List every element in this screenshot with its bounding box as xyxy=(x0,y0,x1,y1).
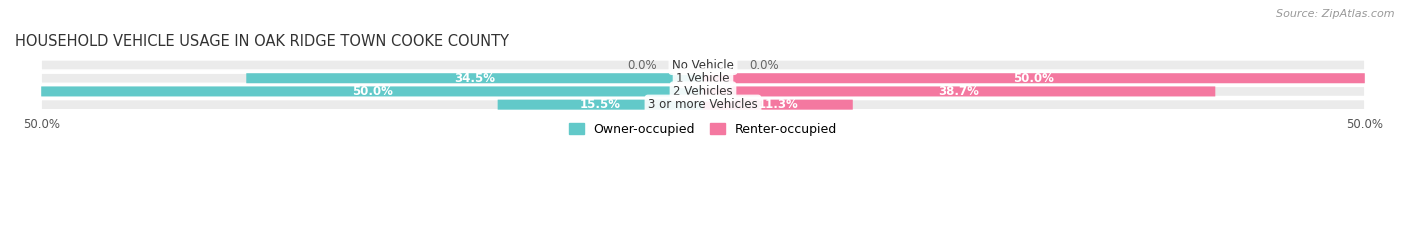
FancyBboxPatch shape xyxy=(703,73,1365,83)
Text: 3 or more Vehicles: 3 or more Vehicles xyxy=(648,98,758,111)
FancyBboxPatch shape xyxy=(246,73,703,83)
Text: 38.7%: 38.7% xyxy=(939,85,980,98)
Text: 1 Vehicle: 1 Vehicle xyxy=(676,72,730,85)
Text: No Vehicle: No Vehicle xyxy=(672,58,734,72)
Text: 0.0%: 0.0% xyxy=(627,58,657,72)
FancyBboxPatch shape xyxy=(41,73,703,83)
FancyBboxPatch shape xyxy=(703,73,1365,83)
FancyBboxPatch shape xyxy=(41,86,703,96)
FancyBboxPatch shape xyxy=(41,60,703,70)
FancyBboxPatch shape xyxy=(703,100,853,110)
FancyBboxPatch shape xyxy=(41,86,703,96)
Text: 0.0%: 0.0% xyxy=(749,58,779,72)
Text: 11.3%: 11.3% xyxy=(758,98,799,111)
FancyBboxPatch shape xyxy=(498,100,703,110)
Text: HOUSEHOLD VEHICLE USAGE IN OAK RIDGE TOWN COOKE COUNTY: HOUSEHOLD VEHICLE USAGE IN OAK RIDGE TOW… xyxy=(15,34,509,49)
Text: 2 Vehicles: 2 Vehicles xyxy=(673,85,733,98)
Text: Source: ZipAtlas.com: Source: ZipAtlas.com xyxy=(1277,9,1395,19)
Text: 50.0%: 50.0% xyxy=(352,85,392,98)
FancyBboxPatch shape xyxy=(703,86,1365,96)
FancyBboxPatch shape xyxy=(703,100,1365,110)
FancyBboxPatch shape xyxy=(41,100,703,110)
Text: 34.5%: 34.5% xyxy=(454,72,495,85)
Text: 15.5%: 15.5% xyxy=(579,98,621,111)
FancyBboxPatch shape xyxy=(703,86,1215,96)
Text: 50.0%: 50.0% xyxy=(1014,72,1054,85)
Legend: Owner-occupied, Renter-occupied: Owner-occupied, Renter-occupied xyxy=(568,123,838,136)
FancyBboxPatch shape xyxy=(703,60,1365,70)
